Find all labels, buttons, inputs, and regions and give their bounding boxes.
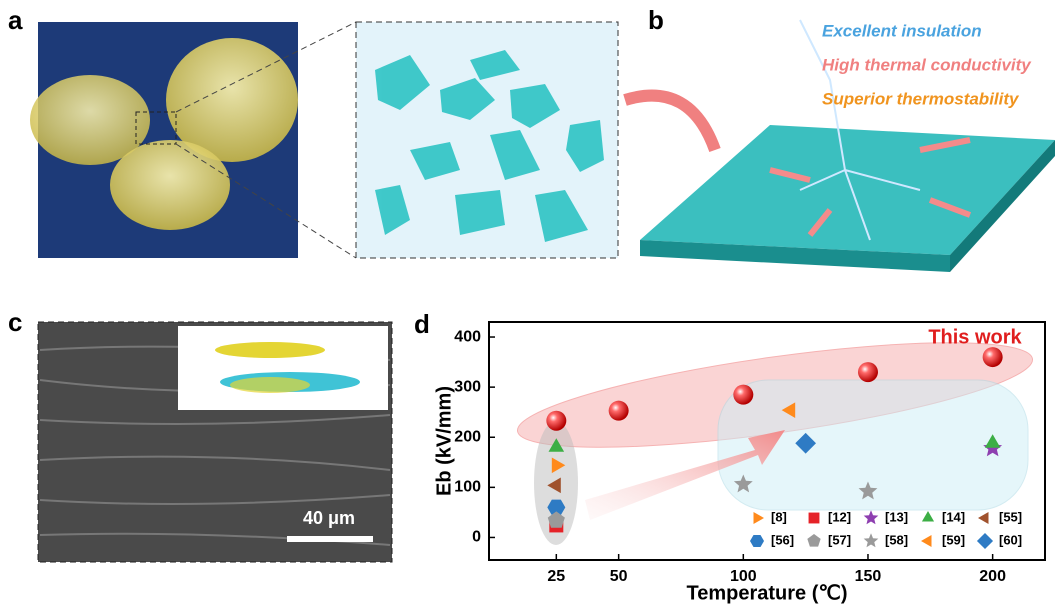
panel-label: b: [648, 5, 664, 35]
y-axis-label: Eb (kV/mm): [433, 386, 455, 496]
legend-label: [56]: [771, 532, 794, 547]
legend-marker: [921, 535, 932, 547]
legend-label: [57]: [828, 532, 851, 547]
legend-label: [8]: [771, 509, 787, 524]
data-point: [983, 347, 1003, 367]
x-tick-label: 200: [979, 568, 1006, 585]
data-point: [858, 362, 878, 382]
arrow: [625, 96, 715, 150]
legend-marker: [922, 511, 934, 522]
legend-marker: [807, 534, 820, 547]
property-text: Excellent insulation: [822, 21, 982, 40]
legend-label: [59]: [942, 532, 965, 547]
legend-label: [60]: [999, 532, 1022, 547]
y-tick-label: 200: [454, 428, 481, 445]
y-tick-label: 300: [454, 378, 481, 395]
zoom-structure: [356, 22, 618, 258]
y-tick-label: 400: [454, 328, 481, 345]
legend-marker: [754, 512, 765, 524]
legend-marker: [750, 535, 764, 547]
legend-label: [12]: [828, 509, 851, 524]
y-tick-label: 100: [454, 479, 481, 496]
x-tick-label: 150: [855, 568, 882, 585]
panel-label: d: [414, 309, 430, 339]
x-tick-label: 50: [610, 568, 628, 585]
data-point: [609, 401, 629, 421]
x-tick-label: 25: [547, 568, 565, 585]
legend-marker: [864, 510, 879, 524]
property-text: Superior thermostability: [822, 89, 1020, 108]
legend-label: [58]: [885, 532, 908, 547]
jellyfish-photo: [30, 22, 298, 258]
panel-label: a: [8, 5, 23, 35]
legend-marker: [809, 513, 820, 524]
legend-marker: [864, 533, 879, 547]
y-tick-label: 0: [472, 529, 481, 546]
legend-label: [55]: [999, 509, 1022, 524]
legend-label: [13]: [885, 509, 908, 524]
legend-label: [14]: [942, 509, 965, 524]
panel-label: c: [8, 307, 22, 337]
property-text: High thermal conductivity: [822, 55, 1032, 74]
data-point: [546, 411, 566, 431]
figure: a b Excellent insulation High thermal co…: [0, 0, 1060, 607]
legend-label: This work: [928, 326, 1022, 348]
data-point: [733, 385, 753, 405]
x-axis-label: Temperature (℃): [686, 582, 847, 604]
scale-bar-label: 40 μm: [303, 508, 355, 528]
legend-marker: [977, 533, 993, 549]
legend-marker: [978, 512, 989, 524]
